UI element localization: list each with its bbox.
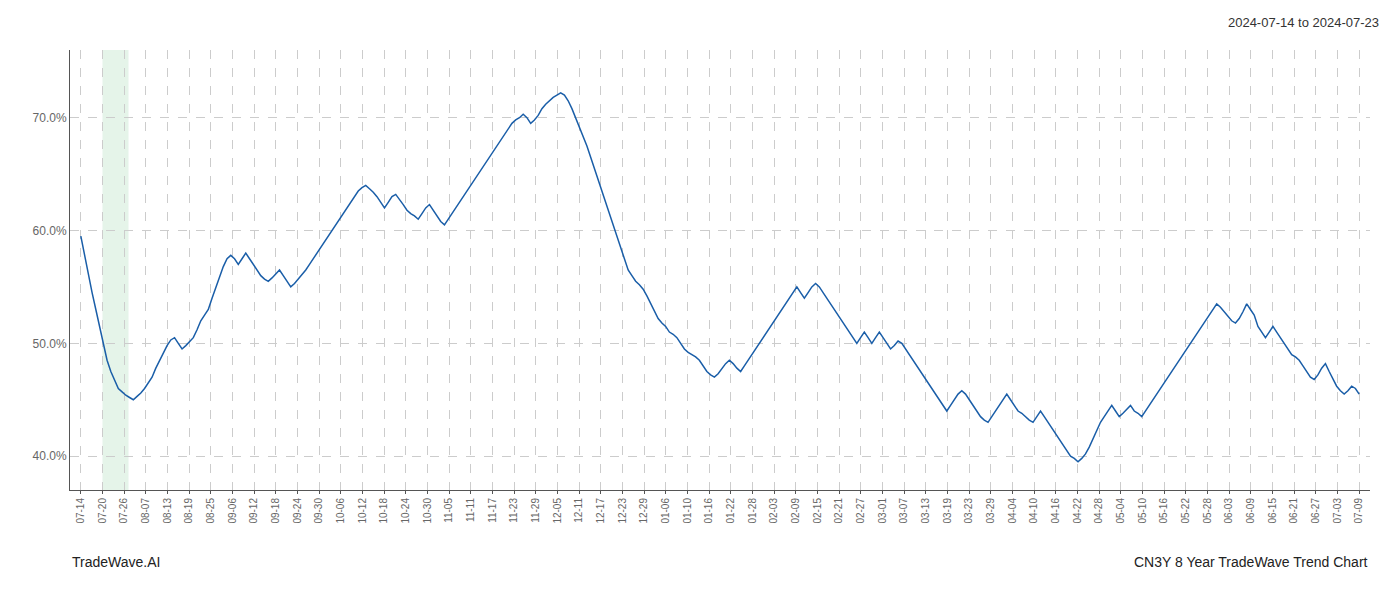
- svg-text:40.0%: 40.0%: [33, 449, 67, 463]
- svg-text:70.0%: 70.0%: [33, 111, 67, 125]
- svg-text:08-07: 08-07: [140, 498, 151, 524]
- svg-text:12-05: 12-05: [552, 498, 563, 524]
- svg-text:03-19: 03-19: [942, 498, 953, 524]
- svg-text:02-09: 02-09: [790, 498, 801, 524]
- svg-text:03-01: 03-01: [877, 498, 888, 524]
- svg-text:05-04: 05-04: [1115, 498, 1126, 524]
- svg-text:06-27: 06-27: [1310, 498, 1321, 524]
- svg-text:12-23: 12-23: [617, 498, 628, 524]
- svg-text:01-28: 01-28: [747, 498, 758, 524]
- svg-text:06-15: 06-15: [1267, 498, 1278, 524]
- svg-text:01-06: 01-06: [660, 498, 671, 524]
- svg-text:03-29: 03-29: [985, 498, 996, 524]
- svg-text:01-16: 01-16: [703, 498, 714, 524]
- svg-text:12-29: 12-29: [638, 498, 649, 524]
- svg-text:09-24: 09-24: [292, 498, 303, 524]
- svg-text:10-12: 10-12: [357, 498, 368, 524]
- svg-text:10-06: 10-06: [335, 498, 346, 524]
- svg-text:07-14: 07-14: [75, 498, 86, 524]
- svg-text:04-22: 04-22: [1072, 498, 1083, 524]
- svg-text:03-23: 03-23: [963, 498, 974, 524]
- svg-text:11-11: 11-11: [465, 498, 476, 523]
- svg-text:11-23: 11-23: [508, 498, 519, 523]
- svg-text:09-12: 09-12: [248, 498, 259, 524]
- svg-text:09-30: 09-30: [313, 498, 324, 524]
- svg-text:02-27: 02-27: [855, 498, 866, 524]
- svg-text:04-16: 04-16: [1050, 498, 1061, 524]
- svg-text:50.0%: 50.0%: [33, 337, 67, 351]
- svg-text:10-24: 10-24: [400, 498, 411, 524]
- svg-text:04-28: 04-28: [1093, 498, 1104, 524]
- svg-text:07-09: 07-09: [1353, 498, 1364, 524]
- svg-text:09-18: 09-18: [270, 498, 281, 524]
- svg-text:05-22: 05-22: [1180, 498, 1191, 524]
- svg-text:12-17: 12-17: [595, 498, 606, 524]
- svg-text:05-16: 05-16: [1158, 498, 1169, 524]
- svg-text:01-10: 01-10: [682, 498, 693, 524]
- svg-text:11-29: 11-29: [530, 498, 541, 523]
- svg-text:08-13: 08-13: [162, 498, 173, 524]
- svg-text:06-09: 06-09: [1245, 498, 1256, 524]
- svg-text:03-13: 03-13: [920, 498, 931, 524]
- svg-text:10-30: 10-30: [422, 498, 433, 524]
- svg-text:04-10: 04-10: [1028, 498, 1039, 524]
- svg-text:02-15: 02-15: [812, 498, 823, 524]
- svg-text:06-21: 06-21: [1288, 498, 1299, 524]
- svg-text:CN3Y 8 Year TradeWave Trend Ch: CN3Y 8 Year TradeWave Trend Chart: [1134, 554, 1368, 570]
- svg-text:06-03: 06-03: [1223, 498, 1234, 524]
- svg-text:10-18: 10-18: [378, 498, 389, 524]
- svg-text:11-05: 11-05: [443, 498, 454, 523]
- svg-text:03-07: 03-07: [898, 498, 909, 524]
- svg-text:02-03: 02-03: [768, 498, 779, 524]
- svg-text:11-17: 11-17: [487, 498, 498, 523]
- svg-text:07-20: 07-20: [97, 498, 108, 524]
- svg-text:02-21: 02-21: [833, 498, 844, 524]
- svg-text:07-03: 07-03: [1332, 498, 1343, 524]
- svg-text:08-25: 08-25: [205, 498, 216, 524]
- svg-text:08-19: 08-19: [183, 498, 194, 524]
- svg-text:12-11: 12-11: [573, 498, 584, 523]
- svg-text:05-28: 05-28: [1202, 498, 1213, 524]
- svg-text:2024-07-14 to 2024-07-23: 2024-07-14 to 2024-07-23: [1228, 15, 1379, 30]
- svg-text:TradeWave.AI: TradeWave.AI: [72, 554, 160, 570]
- svg-text:05-10: 05-10: [1137, 498, 1148, 524]
- svg-text:01-22: 01-22: [725, 498, 736, 524]
- svg-text:60.0%: 60.0%: [33, 224, 67, 238]
- svg-text:04-04: 04-04: [1007, 498, 1018, 524]
- svg-text:09-06: 09-06: [227, 498, 238, 524]
- svg-text:07-26: 07-26: [118, 498, 129, 524]
